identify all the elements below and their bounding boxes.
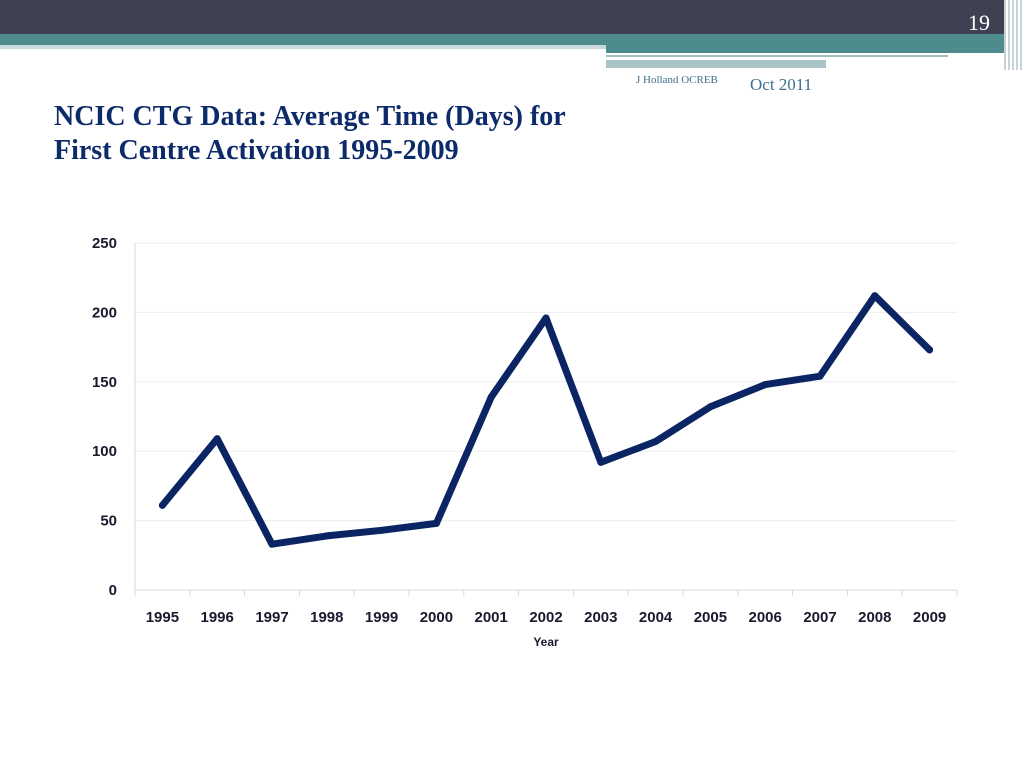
data-point bbox=[926, 346, 934, 354]
x-axis-title: Year bbox=[533, 635, 559, 649]
data-point bbox=[487, 393, 495, 401]
data-point bbox=[432, 519, 440, 527]
author-label: J Holland OCREB bbox=[636, 74, 718, 86]
x-tick-label: 1995 bbox=[146, 609, 179, 626]
x-tick-label: 2005 bbox=[694, 609, 727, 626]
x-tick-label: 2009 bbox=[913, 609, 946, 626]
chart-series bbox=[158, 292, 934, 548]
x-tick-label: 2000 bbox=[420, 609, 453, 626]
header-rule-2 bbox=[606, 60, 826, 68]
x-tick-label: 2008 bbox=[858, 609, 891, 626]
data-point bbox=[652, 437, 660, 445]
data-point bbox=[378, 526, 386, 534]
data-point bbox=[871, 292, 879, 300]
data-point bbox=[706, 403, 714, 411]
x-tick-label: 2007 bbox=[803, 609, 836, 626]
y-tick-label: 0 bbox=[109, 582, 117, 599]
chart-labels: 0 50 100 150 200 250 1995 1996 1997 1998 1999 2000 2… bbox=[92, 235, 946, 649]
series-line bbox=[158, 292, 934, 548]
x-tick-label: 2003 bbox=[584, 609, 617, 626]
slide-title-line-1: NCIC CTG Data: Average Time (Days) for bbox=[54, 101, 566, 132]
y-tick-label: 150 bbox=[92, 374, 117, 391]
data-point bbox=[761, 381, 769, 389]
header-accent-lower bbox=[606, 45, 1004, 53]
x-tick-label: 2002 bbox=[529, 609, 562, 626]
slide-title-line-2: First Centre Activation 1995-2009 bbox=[54, 135, 459, 166]
page-number: 19 bbox=[968, 10, 990, 35]
header-bar bbox=[0, 0, 1004, 34]
data-point bbox=[323, 532, 331, 540]
header-light-band bbox=[0, 45, 606, 49]
x-tick-label: 2001 bbox=[475, 609, 508, 626]
date-label: Oct 2011 bbox=[750, 75, 813, 94]
x-tick-label: 1998 bbox=[310, 609, 343, 626]
y-tick-label: 100 bbox=[92, 443, 117, 460]
x-tick-label: 1999 bbox=[365, 609, 398, 626]
data-point bbox=[268, 540, 276, 548]
header-accent-band bbox=[0, 34, 1004, 45]
chart-axes bbox=[134, 243, 958, 596]
x-tick-label: 1996 bbox=[201, 609, 234, 626]
x-tick-label: 2006 bbox=[749, 609, 782, 626]
y-tick-label: 250 bbox=[92, 235, 117, 252]
slide-title: NCIC CTG Data: Average Time (Days) for F… bbox=[54, 100, 714, 168]
y-tick-label: 50 bbox=[100, 513, 117, 530]
data-point bbox=[213, 435, 221, 443]
data-point bbox=[597, 458, 605, 466]
x-tick-label: 1997 bbox=[255, 609, 288, 626]
x-tick-label: 2004 bbox=[639, 609, 673, 626]
y-tick-label: 200 bbox=[92, 304, 117, 321]
data-point bbox=[816, 372, 824, 380]
data-point bbox=[158, 501, 166, 509]
header-stripes bbox=[1004, 0, 1024, 70]
header-rule-1 bbox=[606, 55, 948, 57]
data-point bbox=[542, 314, 550, 322]
chart-gridlines bbox=[135, 242, 957, 522]
